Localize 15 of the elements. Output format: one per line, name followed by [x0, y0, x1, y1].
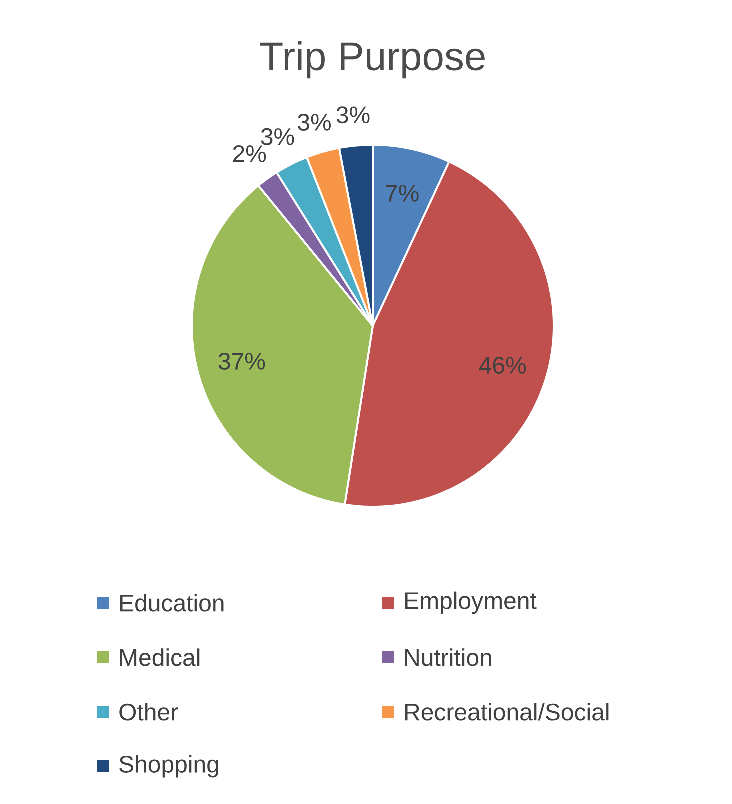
data-label: 3%	[261, 128, 294, 146]
data-label: 37%	[218, 352, 266, 370]
chart-title: Trip Purpose	[260, 41, 485, 79]
data-label: 3%	[336, 106, 370, 124]
legend-label: Medical	[120, 648, 200, 666]
data-label: 7%	[386, 185, 419, 202]
legend-label: Employment	[406, 592, 537, 614]
data-label: 46%	[479, 357, 526, 374]
legend-label: Education	[120, 594, 224, 612]
data-label: 2%	[233, 145, 266, 162]
data-label: 3%	[298, 114, 331, 131]
legend-label: Shopping	[120, 755, 218, 778]
legend-label: Recreational/Social	[406, 703, 609, 721]
legend-label: Other	[120, 703, 178, 721]
legend-label: Nutrition	[406, 648, 492, 666]
